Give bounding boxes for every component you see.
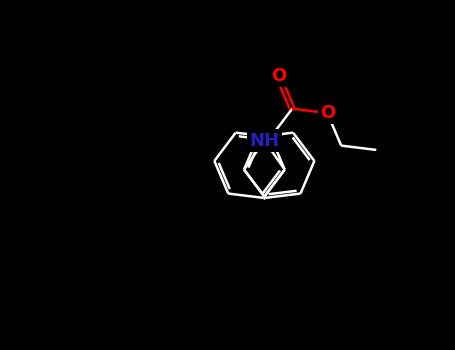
Text: O: O [320, 104, 335, 122]
Text: O: O [271, 67, 286, 85]
Text: NH: NH [249, 132, 279, 149]
